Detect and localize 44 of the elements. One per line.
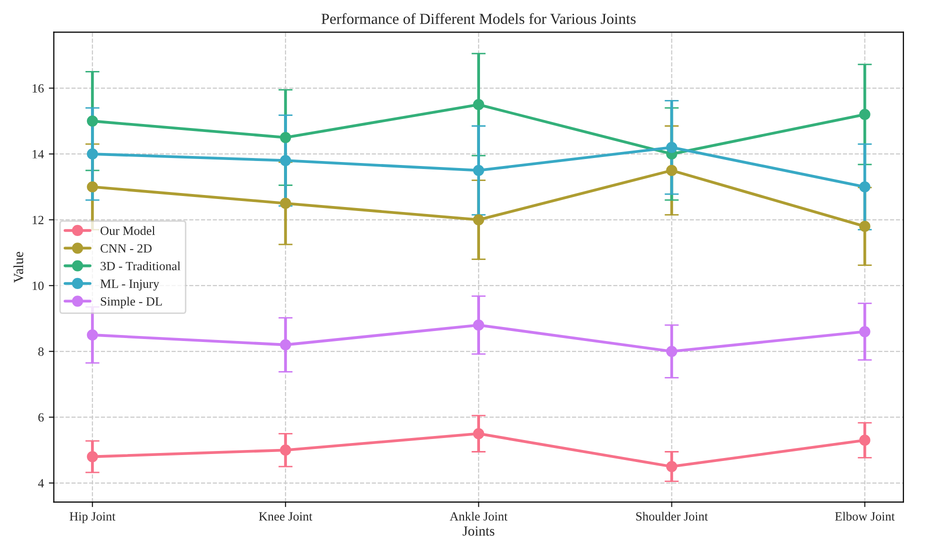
point: [859, 108, 870, 120]
x-tick-label: Hip Joint: [70, 512, 116, 524]
point: [473, 99, 484, 110]
point: [859, 326, 870, 338]
legend-label: Our Model: [100, 226, 156, 235]
point: [666, 164, 678, 176]
y-tick-label: 6: [38, 413, 44, 422]
point: [86, 181, 98, 192]
point: [666, 142, 678, 153]
y-tick-label: 4: [38, 479, 44, 488]
point: [86, 451, 98, 462]
point: [859, 220, 870, 232]
point: [666, 346, 678, 357]
point: [473, 320, 484, 331]
y-tick-label: 14: [32, 150, 44, 158]
y-tick-label: 10: [32, 282, 44, 290]
y-tick-label: 12: [32, 216, 44, 224]
legend-label: CNN - 2D: [100, 244, 152, 253]
chart-title: Performance of Different Models for Various Joints: [321, 13, 636, 24]
x-tick-label: Shoulder Joint: [636, 512, 708, 521]
point: [280, 154, 292, 166]
x-tick-label: Knee Joint: [258, 512, 312, 521]
y-axis-title: Value: [13, 252, 24, 283]
point: [280, 444, 292, 456]
y-tick-label: 16: [32, 84, 44, 93]
point: [473, 428, 484, 440]
point: [859, 181, 870, 192]
point: [280, 198, 292, 209]
point: [86, 148, 98, 160]
legend-label: ML - Injury: [100, 280, 160, 291]
point: [280, 132, 292, 144]
legend-label: 3D - Traditional: [100, 262, 180, 270]
point: [859, 434, 870, 446]
legend-label: Simple - DL: [100, 296, 162, 308]
point: [86, 116, 98, 127]
y-tick-label: 8: [38, 347, 44, 356]
point: [473, 214, 484, 226]
x-axis-title: Joints: [462, 526, 494, 536]
x-tick-label: Elbow Joint: [835, 512, 895, 521]
point: [86, 329, 98, 340]
point: [473, 164, 484, 176]
x-tick-label: Ankle Joint: [450, 512, 508, 521]
point: [666, 461, 678, 472]
point: [280, 339, 292, 350]
